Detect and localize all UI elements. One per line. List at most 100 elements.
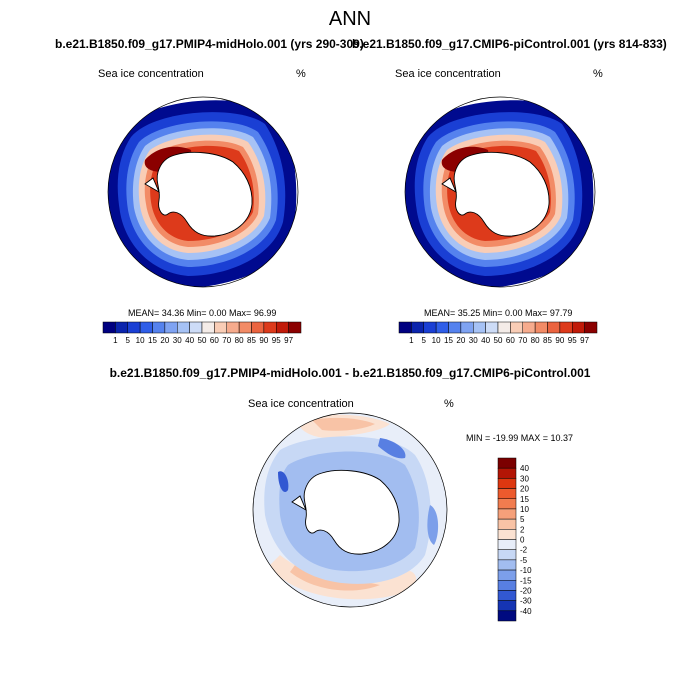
panel1-colorbar-tick-label-9: 70 xyxy=(222,336,231,345)
panel1-stats: MEAN= 34.36 Min= 0.00 Max= 96.99 xyxy=(128,308,277,318)
panel3-colorbar-tick-label-12: -20 xyxy=(520,586,532,595)
panel3-pos-anomaly-north-inner xyxy=(312,417,375,431)
panel2-colorbar-swatch-13 xyxy=(559,321,573,334)
panel3-colorbar-tick-label-10: -10 xyxy=(520,566,532,575)
panel1-colorbar-swatch-0 xyxy=(102,321,116,334)
panel3-colorbar-swatch-10 xyxy=(497,559,517,571)
panel2-colorbar-swatch-7 xyxy=(485,321,499,334)
panel1-colorbar-tick-label-2: 10 xyxy=(136,336,145,345)
panel1-colorbar-tick-label-6: 40 xyxy=(185,336,194,345)
panel1-colorbar-tick-label-3: 15 xyxy=(148,336,157,345)
panel1-antarctica xyxy=(144,151,253,237)
panel1-colorbar-tick-label-7: 50 xyxy=(198,336,207,345)
panel1-title: b.e21.B1850.f09_g17.PMIP4-midHolo.001 (y… xyxy=(55,37,364,51)
panel1-colorbar-tick-label-10: 80 xyxy=(235,336,244,345)
panel1-colorbar-tick-label-4: 20 xyxy=(160,336,169,345)
panel3-colorbar-swatch-2 xyxy=(497,478,517,489)
panel3-colorbar-tick-label-1: 30 xyxy=(520,474,529,483)
panel2-colorbar-swatch-11 xyxy=(534,321,548,334)
panel2-colorbar-tick-label-8: 60 xyxy=(506,336,515,345)
panel1-colorbar-swatch-1 xyxy=(115,321,128,334)
panel3-colorbar-tick-label-6: 2 xyxy=(520,525,525,534)
panel1-colorbar-tick-label-12: 90 xyxy=(259,336,268,345)
panel3-colorbar-swatch-1 xyxy=(497,467,517,479)
panel1-colorbar-swatch-3 xyxy=(139,321,153,334)
panel2-map xyxy=(405,100,594,287)
panel1-colorbar-swatch-10 xyxy=(226,321,240,334)
panel3-colorbar-swatch-8 xyxy=(497,539,517,550)
figure-title: ANN xyxy=(328,8,372,30)
panel2-colorbar-tick-label-0: 1 xyxy=(409,336,414,345)
panel3-colorbar-swatch-15 xyxy=(497,610,517,622)
panel1-units-label: % xyxy=(296,68,306,80)
panel2-antarctica xyxy=(441,151,550,237)
panel3-colorbar-tick-label-2: 20 xyxy=(520,485,529,494)
panel3-colorbar-tick-label-0: 40 xyxy=(520,464,529,473)
panel1-colorbar-tick-label-0: 1 xyxy=(113,336,118,345)
panel2-colorbar-tick-label-3: 15 xyxy=(444,336,453,345)
panel2-colorbar-tick-label-12: 90 xyxy=(555,336,564,345)
panel2-colorbar-tick-label-10: 80 xyxy=(531,336,540,345)
panel3-colorbar-swatch-13 xyxy=(497,590,517,601)
panel3-pos-anomaly-south xyxy=(270,555,417,600)
panel2-map-boundary xyxy=(404,96,596,288)
panel1-colorbar-swatch-13 xyxy=(263,321,277,334)
panel1-colorbar-tick-label-13: 95 xyxy=(272,336,281,345)
panel1-colorbar-tick-label-5: 30 xyxy=(173,336,182,345)
panel2-colorbar-swatch-2 xyxy=(423,321,437,334)
panel2-units-label: % xyxy=(593,68,603,80)
panel1-colorbar-swatch-7 xyxy=(189,321,203,334)
panel1-colorbar-swatch-6 xyxy=(177,321,190,334)
panel1-map-boundary xyxy=(107,96,299,288)
diff-panel-title: b.e21.B1850.f09_g17.PMIP4-midHolo.001 - … xyxy=(109,366,591,380)
panel3-colorbar-swatch-0 xyxy=(497,457,517,469)
panel1-colorbar-swatch-15 xyxy=(288,321,302,334)
panel2-colorbar-swatch-9 xyxy=(510,321,523,334)
panel2-colorbar-swatch-12 xyxy=(547,321,561,334)
panel1-colorbar-tick-label-8: 60 xyxy=(210,336,219,345)
panel3-colorbar-tick-label-11: -15 xyxy=(520,576,532,585)
panel2-variable-label: Sea ice concentration xyxy=(395,68,501,80)
panel1-colorbar-swatch-12 xyxy=(251,321,265,334)
panel2-colorbar-tick-label-1: 5 xyxy=(422,336,427,345)
panel3-colorbar-tick-label-14: -40 xyxy=(520,607,532,616)
panel1-colorbar-swatch-11 xyxy=(238,321,252,334)
panel1-map xyxy=(108,100,297,287)
panel3-neg-anomaly-w xyxy=(278,471,289,492)
panel3-colorbar-tick-label-13: -30 xyxy=(520,597,532,606)
panel2-colorbar-swatch-0 xyxy=(398,321,412,334)
panel2-colorbar-tick-label-7: 50 xyxy=(494,336,503,345)
panel3-colorbar-swatch-7 xyxy=(497,529,517,540)
panel3-variable-label: Sea ice concentration xyxy=(248,398,354,410)
panel2-colorbar-tick-label-11: 85 xyxy=(543,336,552,345)
panel3-colorbar-swatch-4 xyxy=(497,498,517,510)
panel3-colorbar-swatch-9 xyxy=(497,549,517,561)
panel1-variable-label: Sea ice concentration xyxy=(98,68,204,80)
panel2-colorbar-swatch-10 xyxy=(522,321,536,334)
panel2-title: b.e21.B1850.f09_g17.CMIP6-piControl.001 … xyxy=(352,37,667,51)
panel3-colorbar-swatch-6 xyxy=(497,518,517,530)
panel3-colorbar-tick-label-4: 10 xyxy=(520,505,529,514)
panel2-colorbar-swatch-5 xyxy=(460,321,474,334)
panel2-colorbar: 1 5 10 15 20 30 40 50 60 70 80 85 90 95 97 xyxy=(398,321,598,345)
panel1-colorbar-swatch-4 xyxy=(152,321,166,334)
panel3-neg-anomaly-ne xyxy=(378,438,406,459)
panel2-colorbar-swatch-4 xyxy=(448,321,462,334)
panel2-colorbar-swatch-1 xyxy=(411,321,424,334)
panel3-colorbar-swatch-3 xyxy=(497,488,517,499)
panel2-colorbar-tick-label-5: 30 xyxy=(469,336,478,345)
panel1-colorbar-tick-label-11: 85 xyxy=(247,336,256,345)
panel1-colorbar-swatch-8 xyxy=(201,321,215,334)
panel3-colorbar-tick-label-7: 0 xyxy=(520,536,525,545)
panel3-colorbar-tick-label-3: 15 xyxy=(520,495,529,504)
panel2-colorbar-swatch-8 xyxy=(497,321,511,334)
panel2-colorbar-tick-label-6: 40 xyxy=(481,336,490,345)
panel1-colorbar-swatch-9 xyxy=(214,321,227,334)
panel2-colorbar-tick-label-4: 20 xyxy=(456,336,465,345)
panel3-colorbar-swatch-12 xyxy=(497,580,517,591)
panel3-colorbar-swatch-14 xyxy=(497,600,517,612)
panel3-antarctica xyxy=(291,469,400,555)
panel3-colorbar-swatch-11 xyxy=(497,569,517,581)
